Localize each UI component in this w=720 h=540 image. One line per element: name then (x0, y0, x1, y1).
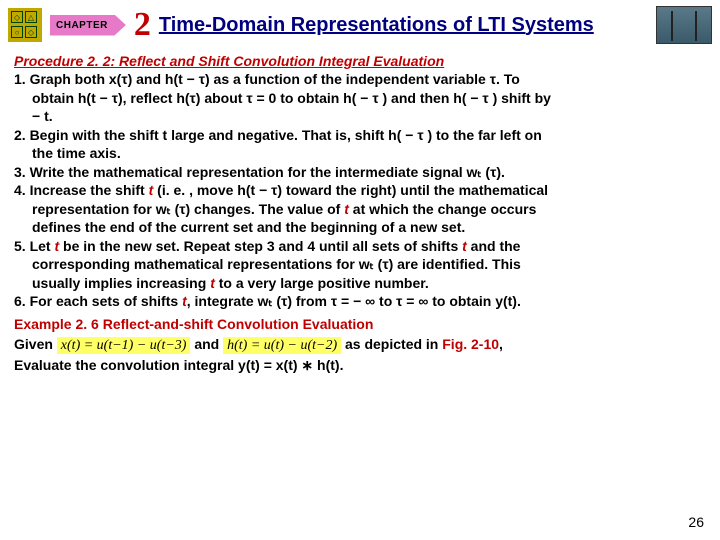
depicted-label: as depicted in (341, 336, 442, 352)
step-2-line-2: the time axis. (14, 144, 706, 162)
logo-icon: ◇△ ○◇ (8, 8, 42, 42)
step-1-line-1: 1. Graph both x(τ) and h(t − τ) as a fun… (14, 70, 706, 88)
page-number: 26 (688, 514, 704, 530)
step-4-line-2: representation for wₜ (τ) changes. The v… (14, 200, 706, 218)
step-1-line-3: − t. (14, 107, 706, 125)
step-1-line-2: obtain h(t − τ), reflect h(τ) about τ = … (14, 89, 706, 107)
step-5-line-3: usually implies increasing t to a very l… (14, 274, 706, 292)
thumbnail-image (656, 6, 712, 44)
equation-h: h(t) = u(t) − u(t−2) (223, 337, 341, 354)
step-6: 6. For each sets of shifts t, integrate … (14, 292, 706, 310)
step-2-line-1: 2. Begin with the shift t large and nega… (14, 126, 706, 144)
step-4-line-1: 4. Increase the shift t (i. e. , move h(… (14, 181, 706, 199)
example-title: Example 2. 6 Reflect-and-shift Convoluti… (14, 315, 706, 333)
chapter-number: 2 (134, 6, 151, 44)
evaluate-line: Evaluate the convolution integral y(t) =… (14, 356, 706, 374)
step-3: 3. Write the mathematical representation… (14, 163, 706, 181)
given-label: Given (14, 336, 53, 352)
slide-title: Time-Domain Representations of LTI Syste… (159, 14, 648, 37)
slide-content: Procedure 2. 2: Reflect and Shift Convol… (0, 48, 720, 374)
step-5-line-2: corresponding mathematical representatio… (14, 255, 706, 273)
figure-reference: Fig. 2-10 (442, 336, 499, 352)
chapter-label-arrow: CHAPTER (50, 15, 126, 36)
step-4-line-3: defines the end of the current set and t… (14, 218, 706, 236)
procedure-title: Procedure 2. 2: Reflect and Shift Convol… (14, 52, 706, 70)
and-label: and (190, 336, 223, 352)
comma: , (499, 336, 503, 352)
equation-x: x(t) = u(t−1) − u(t−3) (57, 337, 191, 354)
given-line: Given x(t) = u(t−1) − u(t−3) and h(t) = … (14, 335, 706, 355)
slide-header: ◇△ ○◇ CHAPTER 2 Time-Domain Representati… (0, 0, 720, 48)
step-5-line-1: 5. Let t be in the new set. Repeat step … (14, 237, 706, 255)
